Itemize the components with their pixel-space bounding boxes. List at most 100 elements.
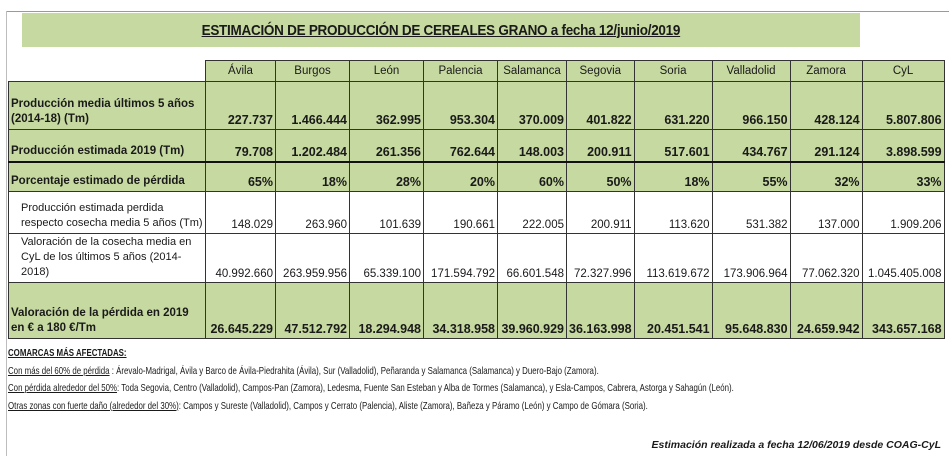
table-row: Producción estimada 2019 (Tm) 79.708 1.202… <box>8 129 945 162</box>
table-cell: 113.619.672 <box>633 233 713 283</box>
table-cell: 200.911 <box>566 191 635 234</box>
table-cell: 47.512.792 <box>275 282 350 339</box>
table-cell: 1.045.405.008 <box>861 233 945 283</box>
table-cell: 171.594.792 <box>423 233 498 283</box>
note-text: : Campos y Sureste (Valladolid), Campos … <box>178 399 648 412</box>
table-cell: 428.124 <box>789 81 863 130</box>
notes-heading: COMARCAS MÁS AFECTADAS: <box>8 347 127 359</box>
table-row: Valoración de la cosecha media en CyL de… <box>8 233 945 283</box>
table-cell: 79.708 <box>205 129 276 162</box>
header-row: Ávila Burgos León Palencia Salamanca Seg… <box>9 60 945 82</box>
table-cell: 263.959.956 <box>275 233 350 283</box>
row-label: Producción media últimos 5 años (2014-18… <box>8 81 206 130</box>
table-cell: 55% <box>711 160 791 192</box>
table-cell: 66.601.548 <box>497 233 567 283</box>
table-cell: 33% <box>861 160 945 192</box>
col-header: Burgos <box>275 60 350 82</box>
col-header: Valladolid <box>711 60 791 82</box>
table-cell: 291.124 <box>789 129 863 162</box>
table-cell: 65% <box>205 160 276 192</box>
row-label: Porcentaje estimado de pérdida <box>8 160 206 192</box>
table-cell: 18.294.948 <box>349 282 424 339</box>
table-cell: 401.822 <box>566 81 635 130</box>
table-cell: 173.906.964 <box>711 233 791 283</box>
notes-section: COMARCAS MÁS AFECTADAS: Con más del 60% … <box>8 345 943 415</box>
note-label: Otras zonas con fuerte daño (alrededor d… <box>8 399 179 412</box>
table-cell: 60% <box>497 160 567 192</box>
table-cell: 5.807.806 <box>861 81 945 130</box>
table-cell: 65.339.100 <box>349 233 424 283</box>
table-cell: 762.644 <box>423 129 498 162</box>
table-cell: 95.648.830 <box>711 282 791 339</box>
row-label: Producción estimada 2019 (Tm) <box>8 129 206 162</box>
table-cell: 966.150 <box>711 81 791 130</box>
table-cell: 18% <box>633 160 713 192</box>
table-cell: 370.009 <box>497 81 567 130</box>
frame-line-top <box>6 11 949 12</box>
col-header: Zamora <box>789 60 863 82</box>
col-header: Soria <box>633 60 713 82</box>
table-cell: 263.960 <box>275 191 350 234</box>
table-cell: 631.220 <box>633 81 713 130</box>
table-cell: 222.005 <box>497 191 567 234</box>
table-cell: 434.767 <box>711 129 791 162</box>
note-text: : Toda Segovia, Centro (Valladolid), Cam… <box>117 382 734 394</box>
table-row: Valoración de la pérdida en 2019 en € a … <box>8 282 945 339</box>
table-cell: 34.318.958 <box>423 282 498 339</box>
col-header: Salamanca <box>497 60 567 82</box>
row-label: Valoración de la cosecha media en CyL de… <box>8 233 206 283</box>
table-cell: 148.003 <box>497 129 567 162</box>
table-cell: 1.466.444 <box>275 81 350 130</box>
table-cell: 72.327.996 <box>566 233 635 283</box>
table-cell: 77.062.320 <box>789 233 863 283</box>
note-line: Con más del 60% de pérdida : Árevalo-Mad… <box>8 363 938 381</box>
frame-line-left <box>6 11 7 456</box>
table-cell: 1.202.484 <box>275 129 350 162</box>
table-row: Porcentaje estimado de pérdida 65% 18% 28% 2… <box>8 160 945 192</box>
row-label: Valoración de la pérdida en 2019 en € a … <box>8 282 206 339</box>
production-table: Ávila Burgos León Palencia Salamanca Seg… <box>8 60 945 339</box>
table-cell: 40.992.660 <box>205 233 276 283</box>
note-label: Con pérdida alrededor del 50% <box>8 382 118 394</box>
table-cell: 190.661 <box>423 191 498 234</box>
table-cell: 20% <box>423 160 498 192</box>
table-cell: 18% <box>275 160 350 192</box>
footer-note: Estimación realizada a fecha 12/06/2019 … <box>651 439 941 451</box>
page-title: ESTIMACIÓN DE PRODUCCIÓN DE CEREALES GRA… <box>201 21 681 39</box>
table-cell: 24.659.942 <box>789 282 863 339</box>
table-cell: 148.029 <box>205 191 276 234</box>
table-cell: 343.657.168 <box>861 282 945 339</box>
table-cell: 517.601 <box>633 129 713 162</box>
note-line: Otras zonas con fuerte daño (alrededor d… <box>8 398 938 416</box>
table-cell: 362.995 <box>349 81 424 130</box>
col-header: León <box>349 60 424 82</box>
col-header: Ávila <box>205 60 276 82</box>
table-cell: 227.737 <box>205 81 276 130</box>
note-text: : Árevalo-Madrigal, Ávila y Barco de Ávi… <box>109 364 599 377</box>
row-label: Producción estimada perdida respecto cos… <box>8 191 206 234</box>
table-cell: 26.645.229 <box>205 282 276 339</box>
table-cell: 36.163.998 <box>566 282 635 339</box>
table-cell: 113.620 <box>633 191 713 234</box>
table-cell: 50% <box>566 160 635 192</box>
table-cell: 137.000 <box>789 191 863 234</box>
col-header: Palencia <box>423 60 498 82</box>
note-line: Con pérdida alrededor del 50%: Toda Sego… <box>8 380 938 398</box>
table-cell: 1.909.206 <box>861 191 945 234</box>
table-cell: 28% <box>349 160 424 192</box>
table-cell: 20.451.541 <box>633 282 713 339</box>
table-cell: 39.960.929 <box>497 282 567 339</box>
title-band: ESTIMACIÓN DE PRODUCCIÓN DE CEREALES GRA… <box>22 13 860 47</box>
note-label: Con más del 60% de pérdida <box>8 364 110 377</box>
table-cell: 32% <box>789 160 863 192</box>
table-cell: 101.639 <box>349 191 424 234</box>
table-row: Producción media últimos 5 años (2014-18… <box>8 81 945 130</box>
table-row: Producción estimada perdida respecto cos… <box>8 191 945 234</box>
table-cell: 261.356 <box>349 129 424 162</box>
table-cell: 531.382 <box>711 191 791 234</box>
col-header: Segovia <box>566 60 635 82</box>
table-cell: 200.911 <box>566 129 635 162</box>
header-blank <box>9 61 206 82</box>
col-header: CyL <box>861 60 945 82</box>
table-cell: 953.304 <box>423 81 498 130</box>
